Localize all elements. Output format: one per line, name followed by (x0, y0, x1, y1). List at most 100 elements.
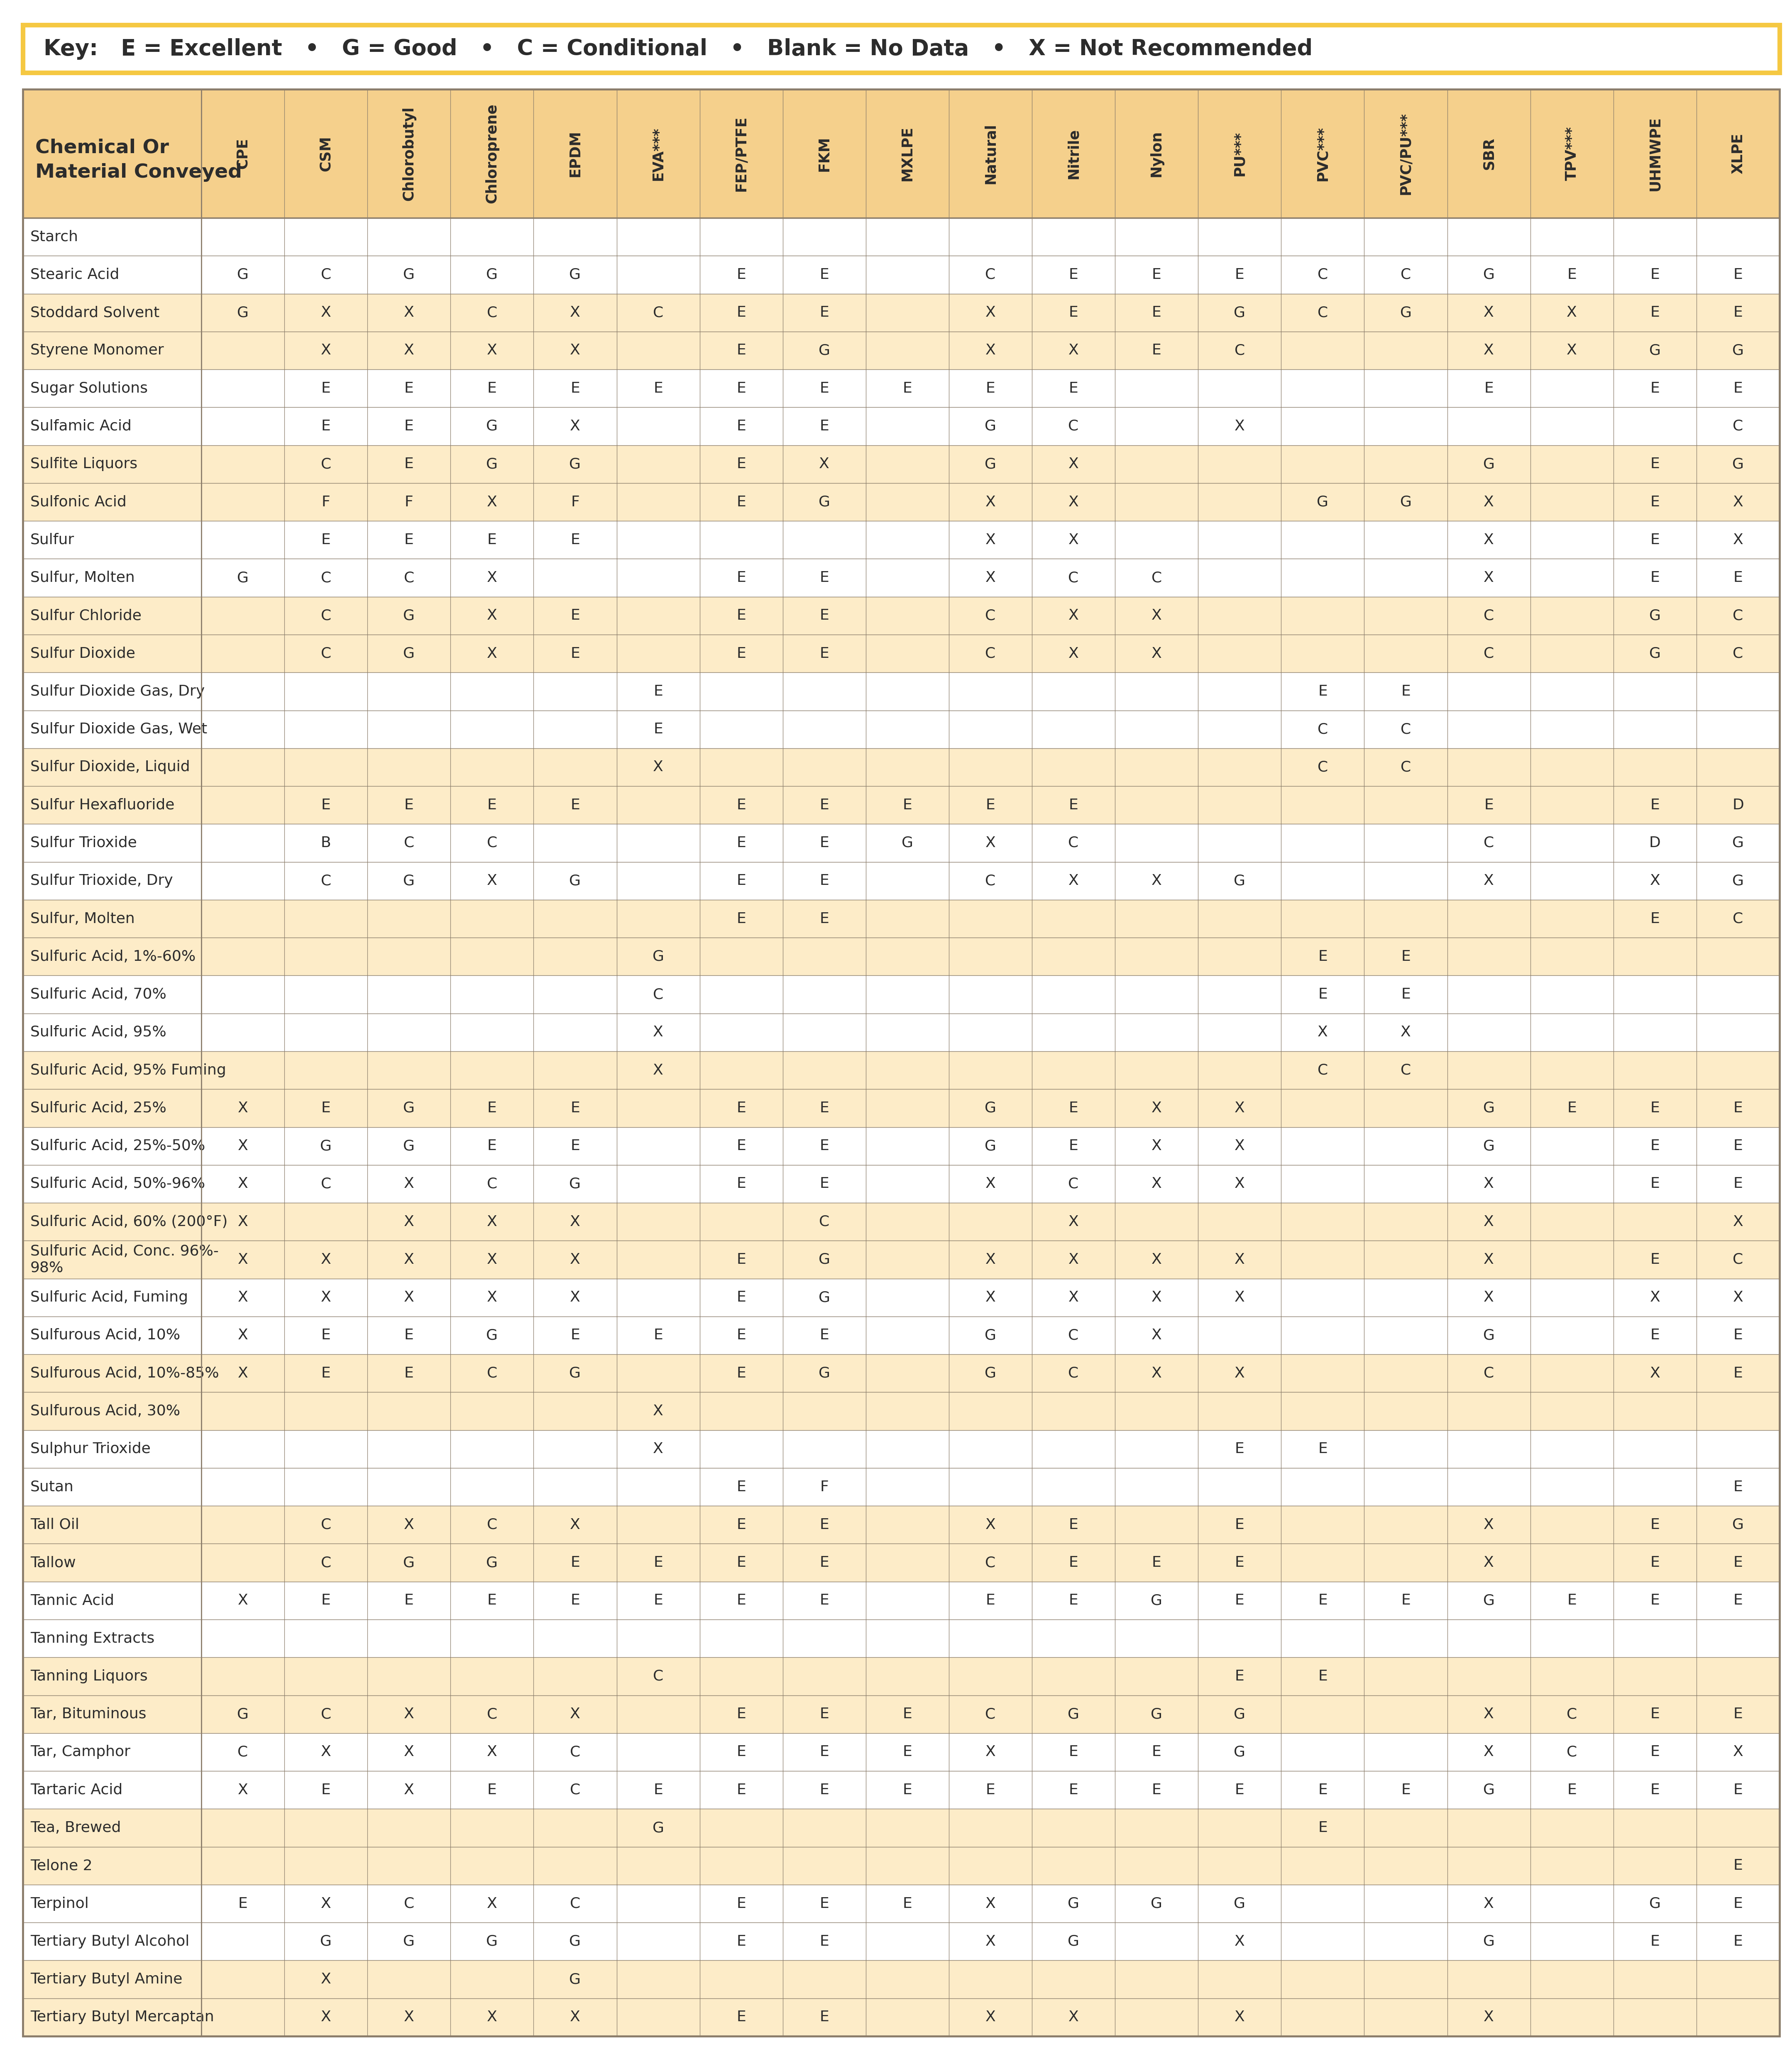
Text: C: C (321, 1178, 332, 1190)
Text: C: C (652, 305, 663, 319)
Text: E: E (570, 1102, 581, 1116)
Text: G: G (1733, 873, 1744, 887)
Text: G: G (486, 268, 498, 282)
Text: PU***: PU*** (1233, 132, 1247, 175)
Text: Tertiary Butyl Amine: Tertiary Butyl Amine (30, 1973, 183, 1987)
Text: E: E (1317, 1594, 1328, 1608)
Text: G: G (403, 873, 414, 887)
Text: PVC/PU***: PVC/PU*** (1400, 113, 1412, 196)
Bar (23, 484, 1779, 521)
Text: E: E (1068, 1594, 1079, 1608)
Text: X: X (986, 305, 996, 319)
Text: E: E (654, 1594, 663, 1608)
Text: E: E (819, 1328, 830, 1342)
Text: E: E (737, 609, 745, 622)
Text: E: E (570, 533, 581, 548)
Text: E: E (1152, 1746, 1161, 1758)
Text: E: E (1650, 1746, 1659, 1758)
Text: E: E (1068, 305, 1079, 319)
Bar (23, 976, 1779, 1013)
Text: X: X (1068, 1291, 1079, 1305)
Text: G: G (1150, 1594, 1163, 1608)
Text: Terpinol: Terpinol (30, 1896, 90, 1911)
Text: E: E (1068, 799, 1079, 811)
Bar (23, 255, 1779, 294)
Text: X: X (487, 570, 496, 585)
Text: C: C (1150, 570, 1161, 585)
Text: C: C (1317, 305, 1328, 319)
Text: E: E (986, 381, 995, 395)
Text: E: E (405, 1594, 414, 1608)
Text: E: E (1317, 988, 1328, 1001)
Text: C: C (570, 1783, 581, 1798)
Text: G: G (1484, 1102, 1495, 1116)
Text: E: E (1733, 1102, 1744, 1116)
Text: X: X (403, 1291, 414, 1305)
Text: G: G (901, 836, 914, 850)
Bar (23, 1999, 1779, 2036)
Text: X: X (1650, 1367, 1659, 1380)
Text: X: X (819, 457, 830, 472)
Text: E: E (570, 1328, 581, 1342)
Text: X: X (403, 1252, 414, 1266)
Text: G: G (1235, 873, 1245, 887)
Text: X: X (986, 494, 996, 509)
Text: Sugar Solutions: Sugar Solutions (30, 381, 147, 395)
Bar (23, 1771, 1779, 1810)
Text: E: E (321, 533, 332, 548)
Text: G: G (1235, 1746, 1245, 1758)
Text: Sulfur, Molten: Sulfur, Molten (30, 912, 134, 927)
Text: G: G (984, 1139, 996, 1153)
Text: X: X (1484, 1896, 1495, 1911)
Bar (23, 634, 1779, 673)
Bar (23, 1581, 1779, 1620)
Bar (23, 408, 1779, 445)
Text: G: G (570, 873, 581, 887)
Text: E: E (903, 1746, 912, 1758)
Text: Sulfur Dioxide Gas, Dry: Sulfur Dioxide Gas, Dry (30, 684, 204, 698)
Text: E: E (737, 494, 745, 509)
Text: C: C (1401, 268, 1410, 282)
Text: C: C (1484, 609, 1495, 622)
Text: Sulfonic Acid: Sulfonic Acid (30, 494, 127, 509)
Text: X: X (487, 1896, 496, 1911)
Text: G: G (1649, 609, 1661, 622)
Text: X: X (1068, 494, 1079, 509)
Text: E: E (737, 1517, 745, 1532)
Text: X: X (1152, 647, 1161, 661)
Text: X: X (986, 836, 996, 850)
Text: X: X (1235, 1291, 1245, 1305)
Text: G: G (403, 609, 414, 622)
Text: X: X (321, 1746, 332, 1758)
Text: E: E (819, 2010, 830, 2024)
Text: Sulfur Dioxide Gas, Wet: Sulfur Dioxide Gas, Wet (30, 723, 208, 737)
Text: X: X (1152, 1139, 1161, 1153)
Text: G: G (237, 1707, 249, 1721)
Text: Tallow: Tallow (30, 1557, 75, 1569)
Text: E: E (737, 1480, 745, 1495)
Text: D: D (1733, 799, 1744, 811)
Text: Tertiary Butyl Mercaptan: Tertiary Butyl Mercaptan (30, 2010, 213, 2024)
Text: C: C (1733, 1252, 1744, 1266)
Bar (23, 294, 1779, 331)
Text: G: G (819, 1367, 830, 1380)
Text: E: E (819, 1102, 830, 1116)
Text: E: E (321, 1102, 332, 1116)
Text: X: X (487, 344, 496, 358)
Text: X: X (1068, 609, 1079, 622)
Text: E: E (1401, 684, 1410, 698)
Text: E: E (1650, 533, 1659, 548)
Text: E: E (1568, 1102, 1577, 1116)
Text: E: E (737, 799, 745, 811)
Text: G: G (486, 457, 498, 472)
Text: Natural: Natural (984, 124, 998, 183)
Text: E: E (1650, 1102, 1659, 1116)
Text: E: E (1733, 381, 1744, 395)
Text: Chloroprene: Chloroprene (486, 103, 500, 204)
Text: G: G (570, 457, 581, 472)
Text: X: X (487, 647, 496, 661)
Text: PVC***: PVC*** (1315, 126, 1330, 181)
Text: E: E (1068, 1102, 1079, 1116)
Text: G: G (1733, 1517, 1744, 1532)
Text: E: E (819, 1707, 830, 1721)
